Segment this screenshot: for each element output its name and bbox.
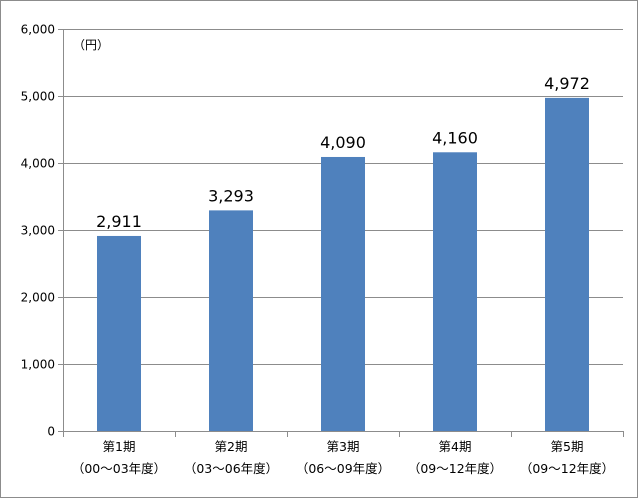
x-tick-label: 第1期 xyxy=(103,439,136,454)
bar xyxy=(209,210,253,431)
bar xyxy=(321,156,365,431)
y-tick-labels: 0 1,000 2,000 3,000 4,000 5,000 6,000 xyxy=(21,23,55,439)
data-label: 4,090 xyxy=(320,133,366,152)
x-tick-label-sub: （00～03年度） xyxy=(72,461,166,476)
data-label: 3,293 xyxy=(208,186,254,205)
x-tick-label: 第3期 xyxy=(327,439,360,454)
data-labels: 2,911 3,293 4,090 4,160 4,972 xyxy=(96,74,590,231)
unit-label: （円） xyxy=(73,38,109,52)
bars xyxy=(97,97,589,431)
y-tick-label: 6,000 xyxy=(21,23,55,37)
axes xyxy=(58,29,624,437)
bar xyxy=(97,235,141,431)
y-tick-label: 5,000 xyxy=(21,90,55,104)
x-tick-label-sub: （03～06年度） xyxy=(184,461,278,476)
x-tick-label: 第4期 xyxy=(439,439,472,454)
y-tick-label: 3,000 xyxy=(21,224,55,238)
data-label: 4,160 xyxy=(432,128,478,147)
x-tick-label-sub: （09～12年度） xyxy=(408,461,502,476)
y-tick-label: 4,000 xyxy=(21,157,55,171)
data-label: 4,972 xyxy=(544,74,590,93)
x-tick-labels: 第1期 （00～03年度） 第2期 （03～06年度） 第3期 （06～09年度） 第4期 （… xyxy=(72,439,614,476)
data-label: 2,911 xyxy=(96,212,142,231)
bar xyxy=(433,152,477,431)
x-tick-label-sub: （09～12年度） xyxy=(520,461,614,476)
y-tick-label: 1,000 xyxy=(21,358,55,372)
x-tick-label: 第5期 xyxy=(551,439,584,454)
x-tick-label-sub: （06～09年度） xyxy=(296,461,390,476)
x-tick-label: 第2期 xyxy=(215,439,248,454)
y-tick-label: 2,000 xyxy=(21,291,55,305)
bar xyxy=(545,97,589,431)
y-tick-label: 0 xyxy=(47,425,55,439)
